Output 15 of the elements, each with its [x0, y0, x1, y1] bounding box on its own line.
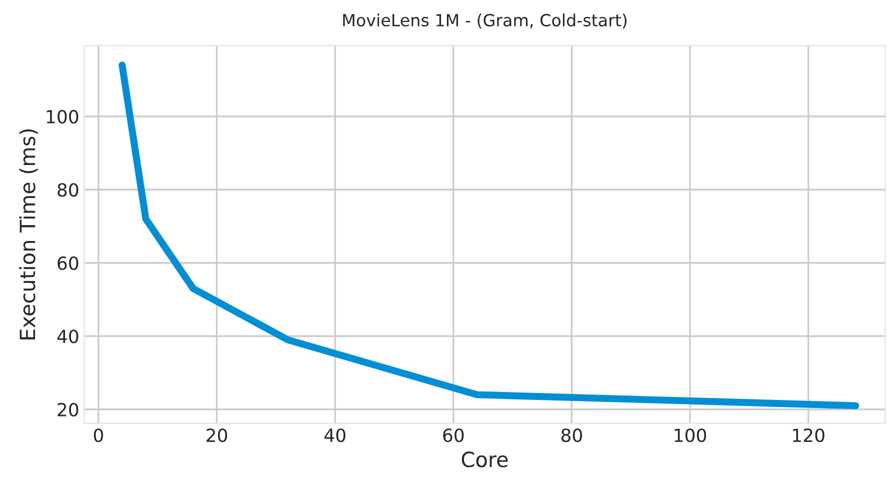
y-tick-label: 80	[58, 183, 78, 197]
y-tick-label: 40	[57, 330, 78, 344]
x-tick-label: 40	[324, 428, 346, 442]
y-tick-label: 60	[58, 256, 78, 270]
x-tick-label: 20	[206, 428, 228, 442]
y-tick-label: 20	[58, 402, 78, 416]
y-tick-label: 100	[46, 110, 78, 124]
x-tick-label: 60	[443, 428, 464, 442]
x-tick-label: 100	[674, 428, 706, 442]
x-tick-label: 120	[793, 428, 824, 442]
x-axis-title: Core	[462, 452, 508, 468]
x-tick-label: 0	[94, 428, 104, 442]
x-tick-label: 80	[561, 428, 582, 442]
chart-title: MovieLens 1M - (Gram, Cold-start)	[343, 14, 627, 28]
y-axis-title: Execution Time (ms)	[19, 129, 38, 340]
